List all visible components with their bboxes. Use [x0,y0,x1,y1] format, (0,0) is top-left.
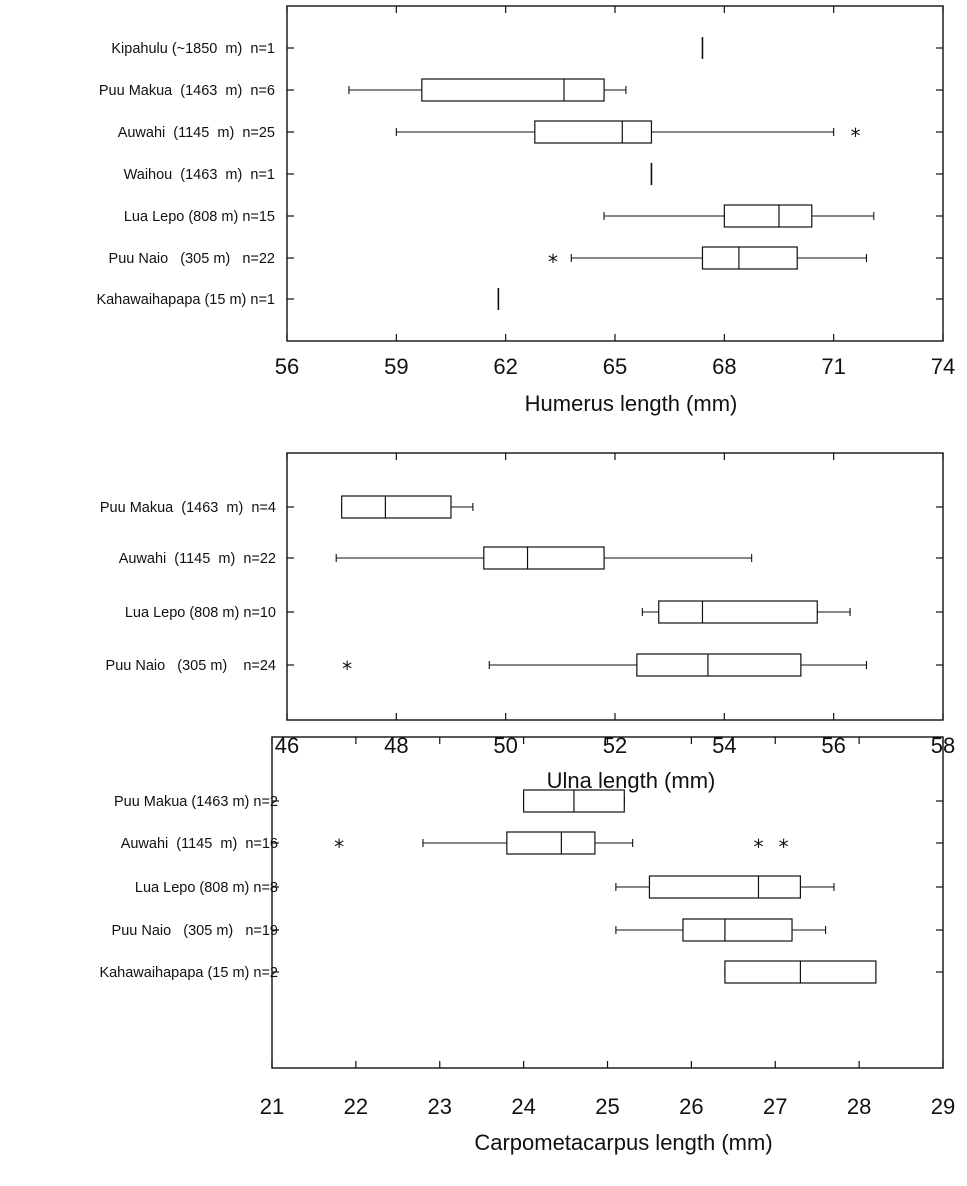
outlier-marker-1-3-0: * [342,657,352,681]
iqr-box-1-3 [636,653,802,677]
category-label-2-2: Lua Lepo (808 m) n=8 [135,880,278,896]
x-tick-label-0-0: 56 [275,354,299,379]
x-tick-label-0-3: 65 [603,354,627,379]
iqr-box-2-1 [506,831,596,855]
iqr-box-0-4 [723,204,813,228]
category-label-0-3: Waihou (1463 m) n=1 [124,167,275,183]
x-tick-label-2-8: 29 [931,1094,955,1119]
iqr-box-2-3 [682,918,793,942]
iqr-box-2-2 [648,875,802,899]
x-tick-label-0-5: 71 [821,354,845,379]
x-tick-label-2-6: 27 [763,1094,787,1119]
category-label-0-0: Kipahulu (~1850 m) n=1 [111,41,275,57]
x-tick-label-2-4: 25 [595,1094,619,1119]
plot-frame-1 [286,452,944,721]
x-tick-label-0-2: 62 [493,354,517,379]
iqr-box-1-0 [341,495,452,519]
category-label-0-5: Puu Naio (305 m) n=22 [109,251,275,267]
category-label-0-1: Puu Makua (1463 m) n=6 [99,83,275,99]
category-label-2-3: Puu Naio (305 m) n=19 [112,923,278,939]
category-label-0-6: Kahawaihapapa (15 m) n=1 [96,292,275,308]
x-tick-label-0-4: 68 [712,354,736,379]
iqr-box-1-2 [658,600,818,624]
iqr-box-0-1 [421,78,605,102]
x-tick-label-2-1: 22 [344,1094,368,1119]
category-label-0-4: Lua Lepo (808 m) n=15 [124,209,275,225]
x-tick-label-2-7: 28 [847,1094,871,1119]
x-tick-label-0-6: 74 [931,354,955,379]
outlier-marker-2-1-0: * [334,835,344,859]
iqr-box-0-2 [534,120,653,144]
x-axis-title-2: Carpometacarpus length (mm) [474,1130,772,1155]
x-tick-label-2-5: 26 [679,1094,703,1119]
category-label-1-1: Auwahi (1145 m) n=22 [119,551,276,567]
x-tick-label-2-3: 24 [511,1094,535,1119]
x-tick-label-0-1: 59 [384,354,408,379]
category-label-2-4: Kahawaihapapa (15 m) n=2 [99,965,278,981]
category-label-2-1: Auwahi (1145 m) n=16 [121,836,278,852]
x-axis-title-1: Ulna length (mm) [547,768,716,793]
category-label-2-0: Puu Makua (1463 m) n=2 [114,794,278,810]
plot-frame-0 [286,5,944,342]
iqr-box-0-5 [701,246,798,270]
x-axis-title-0: Humerus length (mm) [525,391,738,416]
outlier-marker-2-1-2: * [779,835,789,859]
outlier-marker-2-1-1: * [753,835,763,859]
outlier-marker-0-2-0: * [851,124,861,148]
x-tick-label-2-0: 21 [260,1094,284,1119]
outlier-marker-0-5-0: * [548,250,558,274]
category-label-0-2: Auwahi (1145 m) n=25 [118,125,275,141]
iqr-box-1-1 [483,546,605,570]
x-tick-label-2-2: 23 [428,1094,452,1119]
category-label-1-0: Puu Makua (1463 m) n=4 [100,500,276,516]
category-label-1-2: Lua Lepo (808 m) n=10 [125,605,276,621]
category-label-1-3: Puu Naio (305 m) n=24 [106,658,276,674]
